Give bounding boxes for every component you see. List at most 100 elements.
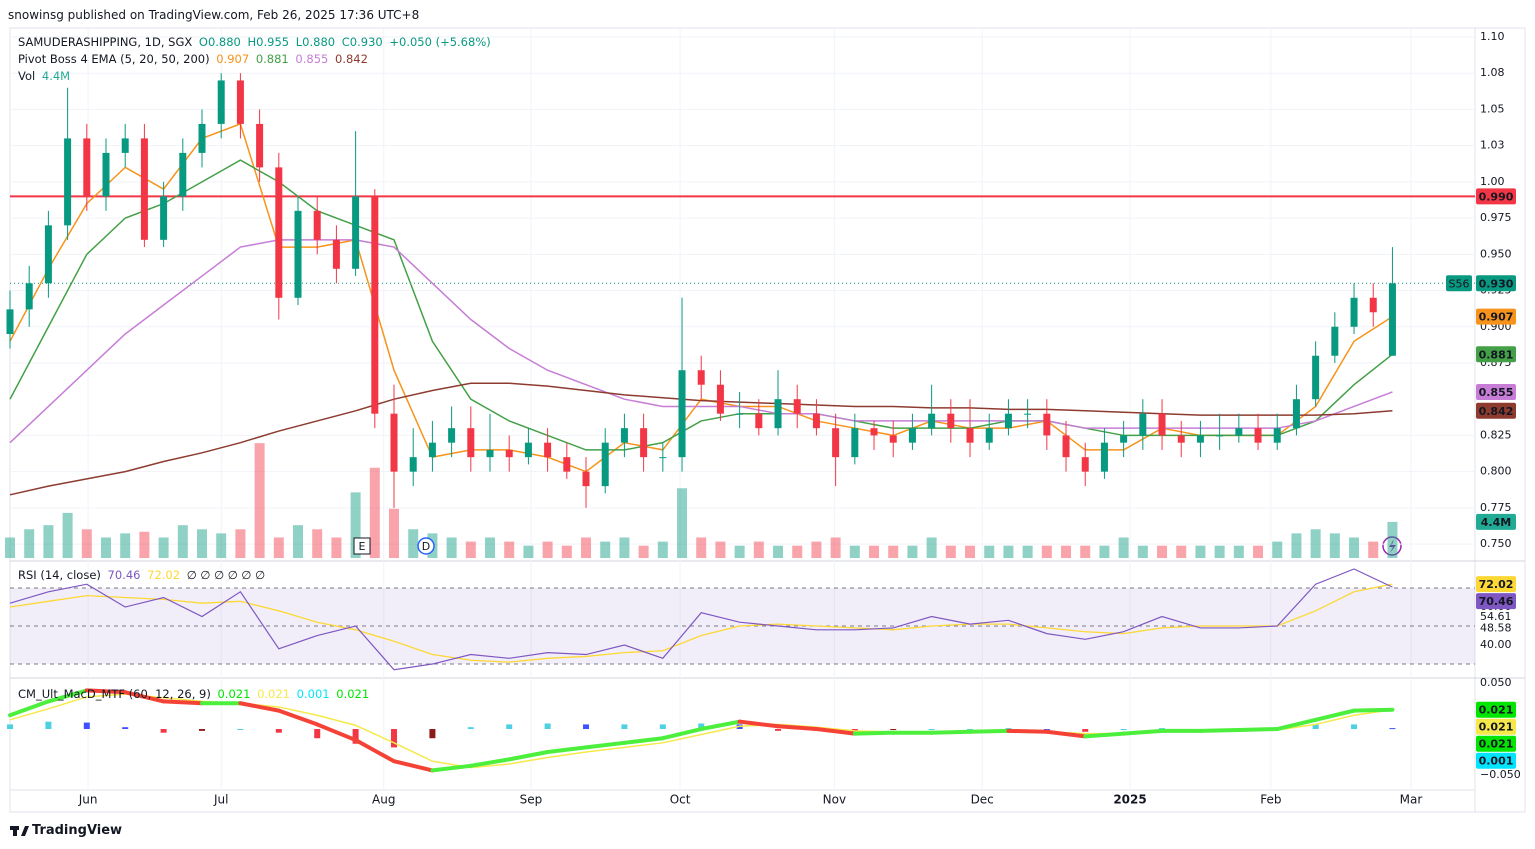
frame — [9, 27, 1526, 813]
candle-body — [275, 167, 283, 298]
volume-bar — [81, 529, 92, 558]
candle-body — [1369, 297, 1377, 313]
volume-bar — [600, 541, 611, 558]
price-badge-label: 0.855 — [1479, 386, 1514, 399]
y-tick-label: 0.750 — [1480, 537, 1512, 550]
macd-value: 0.001 — [296, 687, 330, 701]
candle-body — [1177, 435, 1185, 443]
price-badge — [1476, 402, 1516, 419]
candle-body — [25, 283, 33, 310]
macd-segment — [1352, 707, 1395, 713]
macd-segment — [161, 699, 205, 706]
volume-bar — [120, 533, 131, 558]
y-tick-label: 0.800 — [1480, 465, 1512, 478]
candle-body — [1312, 355, 1320, 400]
volume-bar — [657, 541, 668, 558]
candle-body — [1024, 413, 1032, 415]
candle-body — [1004, 413, 1012, 429]
macd-segment — [545, 745, 589, 755]
candle-body — [793, 399, 801, 414]
candle-body — [294, 210, 302, 298]
rsi-value: 70.46 — [107, 568, 141, 582]
volume-bar — [24, 529, 35, 558]
candle-body — [44, 225, 52, 284]
y-tick-label: 48.58 — [1480, 622, 1512, 635]
open: O0.880 — [198, 35, 241, 49]
high: H0.955 — [247, 35, 290, 49]
candle-body — [236, 80, 244, 124]
rsi-line — [9, 568, 1393, 671]
alert-icon-bolt — [1389, 539, 1396, 553]
y-tick-label: 0.050 — [1480, 676, 1512, 689]
price-badge — [1476, 188, 1516, 205]
histogram-bar — [199, 729, 206, 731]
macd-title: CM_Ult_MacD_MTF (60, 12, 26, 9) — [18, 687, 211, 701]
volume-bar — [677, 488, 688, 558]
volume-title: Vol — [18, 69, 36, 83]
countdown-badge — [1446, 275, 1472, 292]
candle-body — [179, 152, 187, 197]
candle-body — [1081, 457, 1089, 472]
candle-body — [563, 457, 571, 472]
ema-line — [9, 239, 1393, 444]
x-tick-label: Jul — [213, 793, 228, 807]
ema-value: 0.907 — [216, 52, 250, 66]
volume-bar — [485, 537, 496, 558]
volume-bar — [1137, 545, 1148, 558]
volume-bar — [1368, 541, 1379, 558]
price-badge-label: 0.907 — [1479, 311, 1514, 324]
histogram-bar — [544, 723, 551, 730]
candle-body — [140, 138, 148, 240]
volume-bar — [581, 537, 592, 558]
volume-bar — [1291, 533, 1302, 558]
volume-bar — [1061, 545, 1072, 558]
y-tick-label: 1.05 — [1480, 102, 1505, 115]
ema-title: Pivot Boss 4 EMA (5, 20, 50, 200) — [18, 52, 210, 66]
volume-bar — [504, 541, 515, 558]
macd-segment — [1236, 727, 1280, 732]
histogram-bar — [122, 727, 129, 730]
x-tick-label: Jun — [78, 793, 98, 807]
histogram-bar — [237, 729, 244, 731]
volume-bar — [1272, 541, 1283, 558]
candle-body — [908, 428, 916, 443]
volume-bar — [542, 541, 553, 558]
volume-bar — [638, 545, 649, 558]
histogram-bar — [621, 724, 628, 730]
candle-body — [601, 442, 609, 487]
y-tick-label: 0.975 — [1480, 211, 1512, 224]
candle-body — [486, 449, 494, 458]
volume-bar — [1195, 545, 1206, 558]
macd-segment — [430, 763, 473, 773]
candle-body — [1062, 435, 1070, 458]
y-tick-label: 1.10 — [1480, 30, 1505, 43]
volume-bar — [1329, 533, 1340, 558]
event-marker — [353, 537, 371, 555]
volume-bar — [216, 533, 227, 558]
candle-body — [160, 196, 168, 240]
ema-line — [9, 382, 1393, 496]
volume-bar — [139, 531, 150, 558]
price-badge-label: 4.4M — [1481, 516, 1511, 529]
y-tick-label: 1.08 — [1480, 66, 1505, 79]
price-badge — [1476, 718, 1516, 735]
volume-bar — [197, 529, 208, 558]
macd-segment — [238, 701, 281, 713]
volume-bar — [312, 529, 323, 558]
candle-body — [832, 428, 840, 458]
histogram-bar — [775, 729, 782, 731]
macd-segment — [1083, 731, 1126, 739]
histogram-bar — [1389, 728, 1396, 730]
volume-bar — [1253, 545, 1264, 558]
volume-bar — [696, 537, 707, 558]
price-badge — [1476, 383, 1516, 400]
candle-body — [966, 428, 974, 443]
histogram-bar — [467, 727, 474, 730]
candle-body — [678, 370, 686, 458]
event-label: D — [422, 540, 430, 553]
candle-body — [544, 442, 552, 458]
ema-value: 0.842 — [335, 52, 368, 66]
price-badge-label: 70.46 — [1479, 595, 1514, 608]
volume-bar — [1349, 537, 1360, 558]
logo — [13, 826, 17, 836]
